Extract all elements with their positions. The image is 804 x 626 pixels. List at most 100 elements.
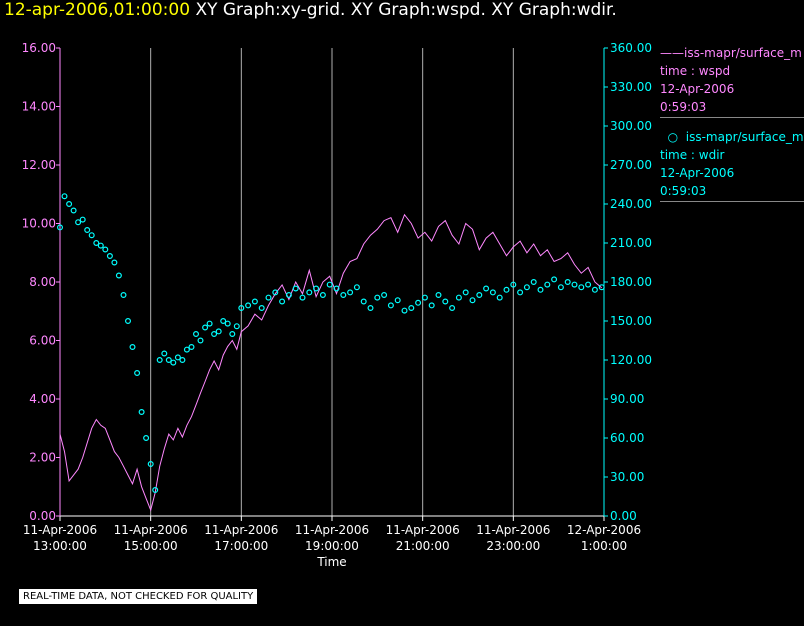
title-graph-list: XY Graph:xy-grid. XY Graph:wspd. XY Grap… <box>195 0 617 20</box>
x-tick-label-time: 21:00:00 <box>396 539 450 553</box>
wdir-point <box>134 370 141 377</box>
wdir-point <box>183 346 190 353</box>
wdir-point <box>75 219 82 226</box>
wdir-point <box>156 357 163 364</box>
x-tick-label-time: 15:00:00 <box>124 539 178 553</box>
wdir-point <box>306 289 313 296</box>
left-axis-tick-label: 12.00 <box>22 158 56 172</box>
wdir-point <box>428 302 435 309</box>
wdir-point <box>170 359 177 366</box>
wdir-point <box>147 461 154 468</box>
wdir-point <box>517 289 524 296</box>
data-quality-disclaimer: REAL-TIME DATA, NOT CHECKED FOR QUALITY <box>19 589 258 604</box>
wdir-point <box>374 294 381 301</box>
wdir-point <box>161 350 168 357</box>
wdir-point <box>233 323 240 330</box>
wdir-point <box>129 344 136 351</box>
wdir-point <box>333 285 340 292</box>
wdir-point <box>435 292 442 299</box>
wdir-point <box>174 354 181 361</box>
legend-entry-wdir: ○ iss-mapr/surface_m time : wdir 12-Apr-… <box>660 128 804 202</box>
wdir-point <box>88 232 95 239</box>
x-tick-label-time: 17:00:00 <box>214 539 268 553</box>
wdir-point <box>585 281 592 288</box>
wdir-point <box>97 242 104 249</box>
wdir-point <box>258 305 265 312</box>
wdir-point <box>79 216 86 223</box>
right-axis-tick-label: 180.00 <box>610 275 652 289</box>
wdir-point <box>394 297 401 304</box>
wdir-point <box>326 281 333 288</box>
x-tick-label-date: 12-Apr-2006 <box>567 523 641 537</box>
right-axis-tick-label: 330.00 <box>610 80 652 94</box>
wdir-point <box>152 487 159 494</box>
left-axis-tick-label: 8.00 <box>29 275 56 289</box>
wdir-point <box>111 259 118 266</box>
wdir-point <box>61 193 68 200</box>
wdir-point <box>197 337 204 344</box>
left-axis-tick-label: 14.00 <box>22 100 56 114</box>
wdir-point <box>188 344 195 351</box>
right-axis-tick-label: 240.00 <box>610 197 652 211</box>
wdir-point <box>206 320 213 327</box>
legend-series-name: iss-mapr/surface_m <box>684 46 802 60</box>
left-axis-tick-label: 6.00 <box>29 334 56 348</box>
wdir-point <box>360 298 367 305</box>
x-tick-label-time: 13:00:00 <box>33 539 87 553</box>
wdir-point <box>56 224 63 231</box>
wdir-point <box>387 302 394 309</box>
wdir-point <box>353 284 360 291</box>
wdir-point <box>421 294 428 301</box>
wdir-point <box>66 201 73 208</box>
right-axis-tick-label: 360.00 <box>610 41 652 55</box>
x-tick-label-date: 11-Apr-2006 <box>204 523 278 537</box>
wdir-point <box>245 302 252 309</box>
wdir-point <box>557 284 564 291</box>
wdir-point <box>238 305 245 312</box>
wdir-point <box>564 279 571 286</box>
right-axis-tick-label: 60.00 <box>610 431 644 445</box>
wdir-point <box>138 409 145 416</box>
wdir-point <box>193 331 200 338</box>
wdir-point <box>215 328 222 335</box>
x-axis-label: Time <box>316 555 346 569</box>
wdir-point <box>496 294 503 301</box>
right-axis-tick-label: 270.00 <box>610 158 652 172</box>
right-axis-tick-label: 210.00 <box>610 236 652 250</box>
right-axis-tick-label: 150.00 <box>610 314 652 328</box>
title-datetime: 12-apr-2006,01:00:00 <box>4 0 191 20</box>
wdir-point <box>415 299 422 306</box>
legend-time: 0:59:03 <box>660 100 707 114</box>
wdir-point <box>469 297 476 304</box>
wdir-point <box>179 357 186 364</box>
left-axis-tick-label: 16.00 <box>22 41 56 55</box>
wdir-point <box>483 285 490 292</box>
wdir-point <box>537 286 544 293</box>
legend-date: 12-Apr-2006 <box>660 166 735 180</box>
wdir-point <box>93 240 100 247</box>
left-axis-tick-label: 4.00 <box>29 392 56 406</box>
legend-date: 12-Apr-2006 <box>660 82 735 96</box>
wdir-point <box>106 253 113 260</box>
wdir-point <box>229 331 236 338</box>
wdir-point <box>591 286 598 293</box>
x-tick-label-time: 1:00:00 <box>581 539 627 553</box>
wdir-point <box>299 294 306 301</box>
wdir-point <box>102 246 109 253</box>
wdir-point <box>313 285 320 292</box>
wdir-point <box>347 289 354 296</box>
wdir-point <box>265 294 272 301</box>
wdir-point <box>455 294 462 301</box>
x-tick-label-date: 11-Apr-2006 <box>114 523 188 537</box>
wdir-point <box>476 292 483 299</box>
x-tick-label-time: 23:00:00 <box>486 539 540 553</box>
legend-series-name: iss-mapr/surface_m <box>685 130 804 144</box>
wdir-point <box>510 281 517 288</box>
wdir-point <box>503 286 510 293</box>
wdir-point <box>120 292 127 299</box>
x-tick-label-date: 11-Apr-2006 <box>386 523 460 537</box>
wdir-point <box>340 292 347 299</box>
wdir-point <box>224 320 231 327</box>
wdir-point <box>251 298 258 305</box>
right-axis-tick-label: 0.00 <box>610 509 637 523</box>
